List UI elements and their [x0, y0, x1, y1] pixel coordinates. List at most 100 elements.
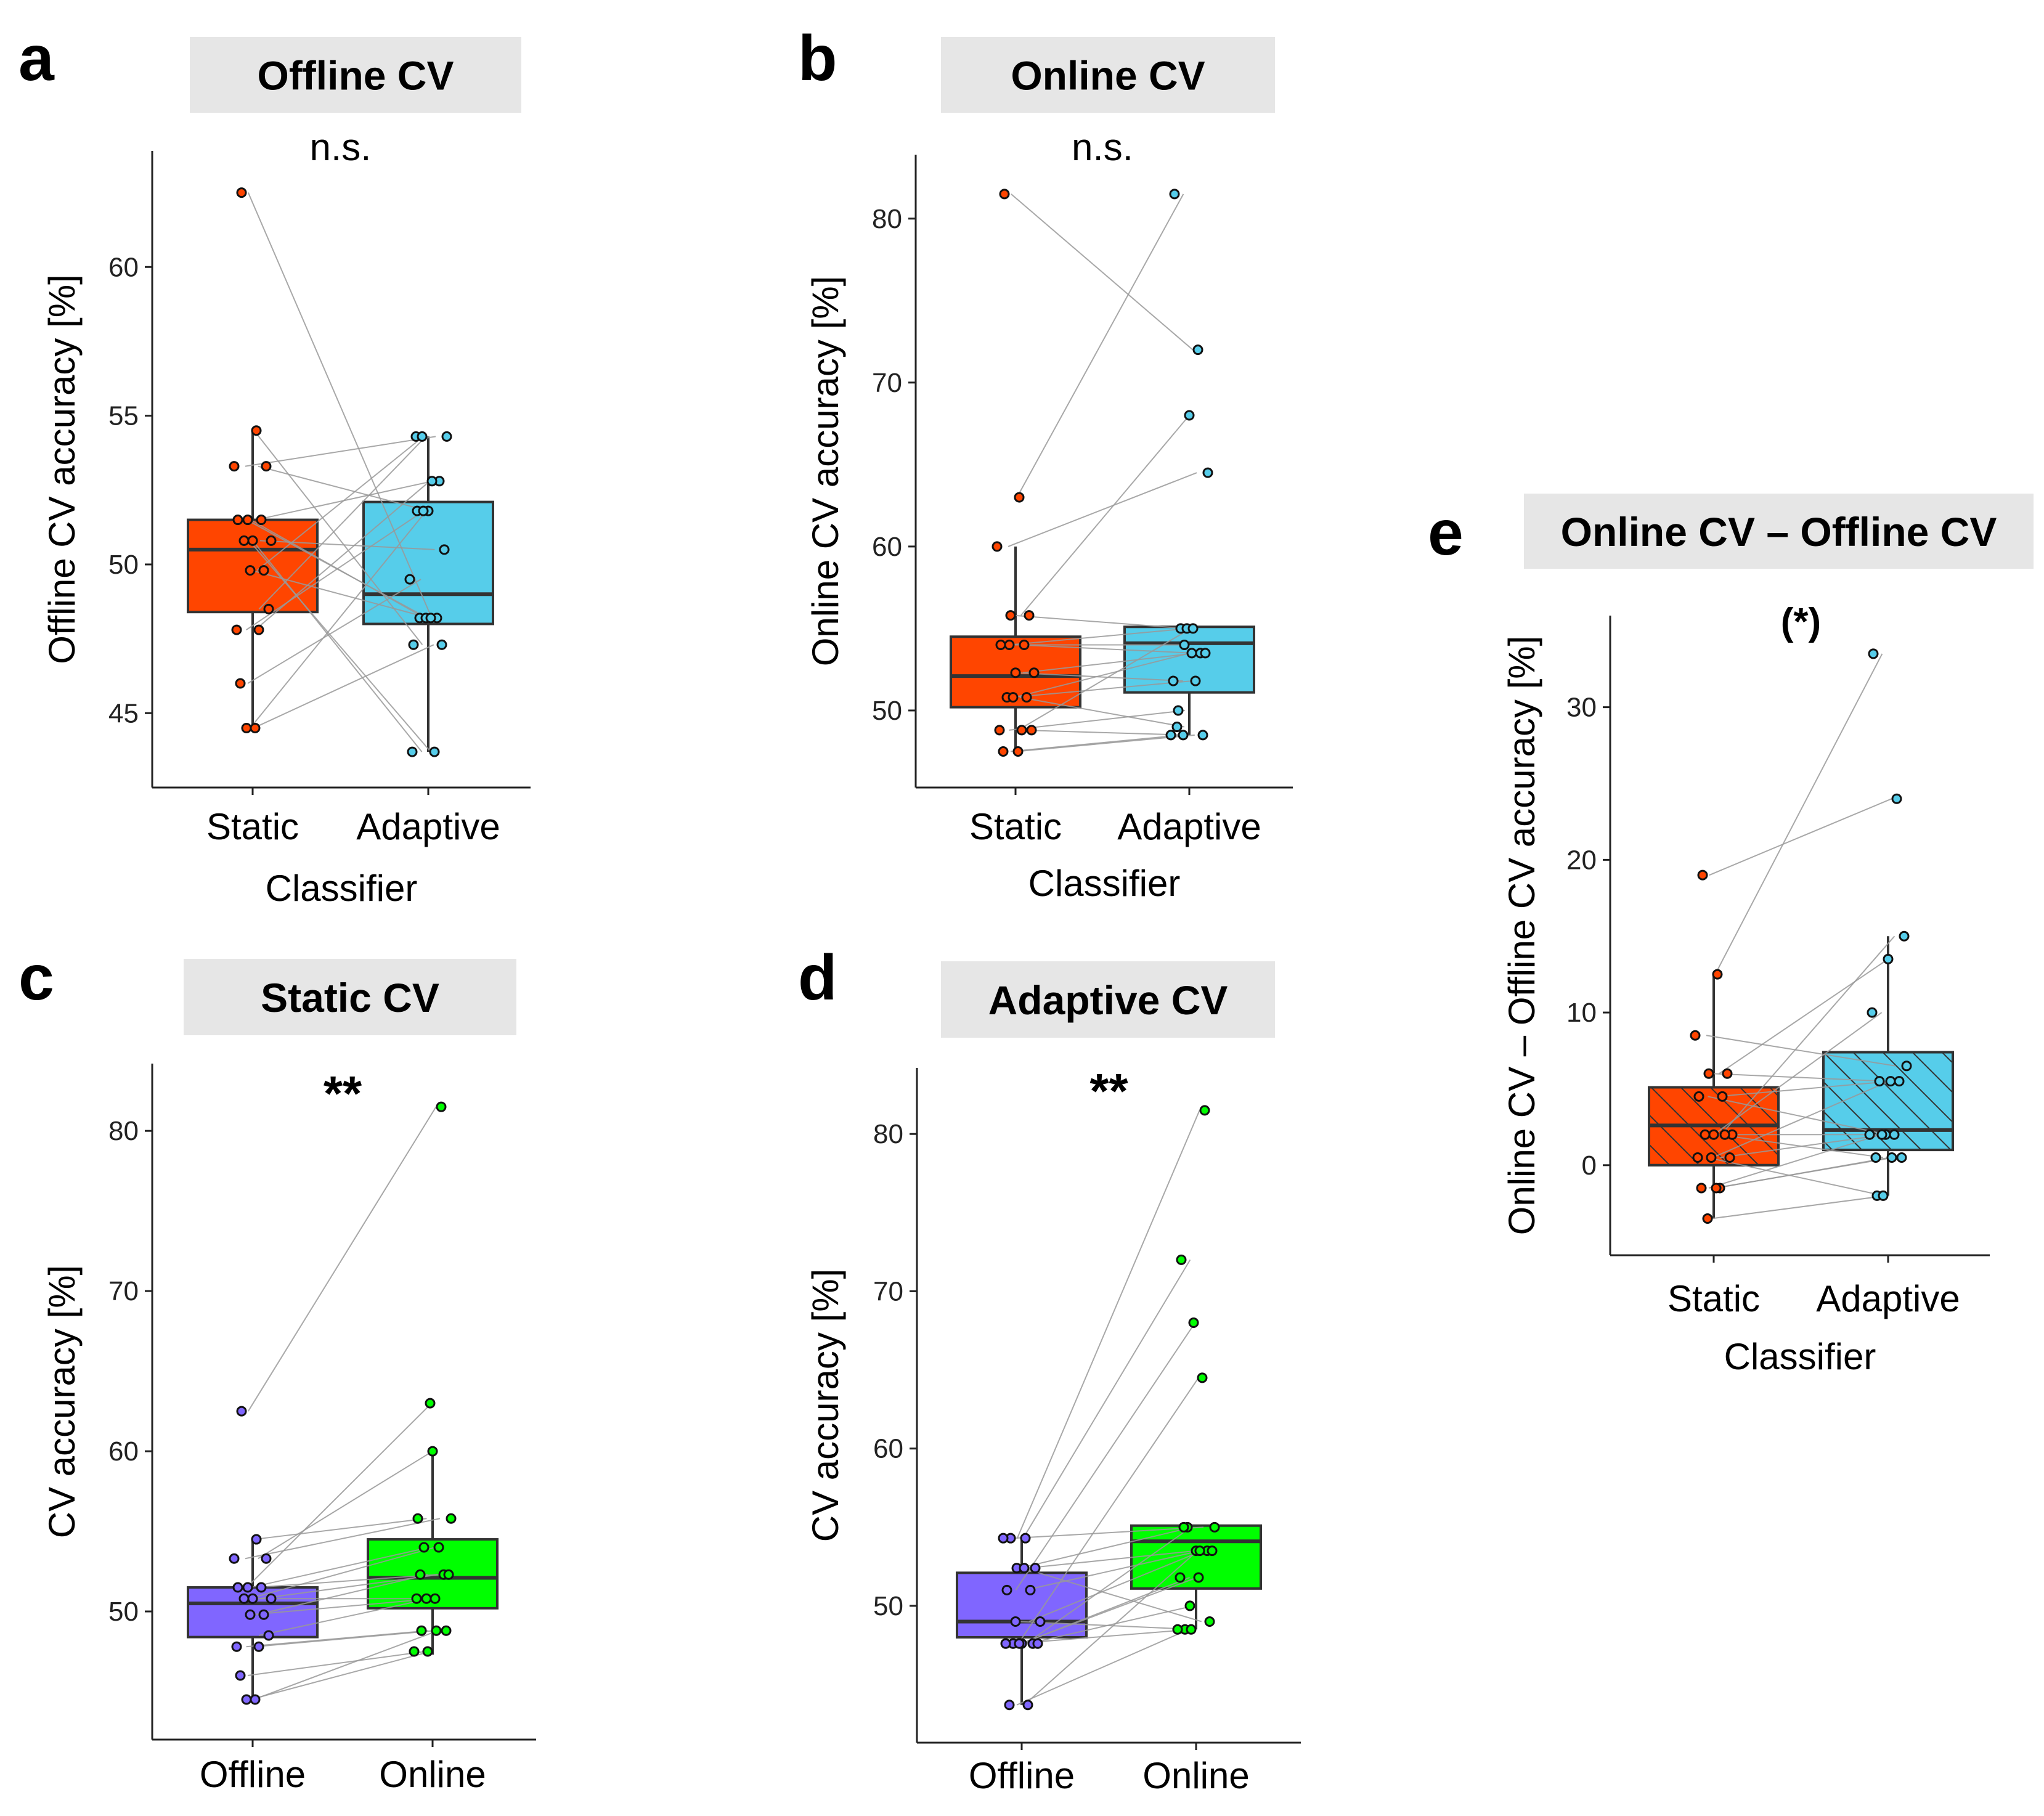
- data-point: [1878, 1190, 1889, 1201]
- y-tick-label: 50: [108, 1597, 139, 1627]
- data-point: [1886, 1152, 1897, 1163]
- data-point: [1708, 1129, 1719, 1140]
- panel-d: d Adaptive CV 50 60 70 80 Offline Online CV accu…: [798, 942, 1301, 1796]
- data-point: [1168, 675, 1179, 686]
- pair-line: [258, 465, 429, 512]
- panel-title-box: [941, 37, 1275, 113]
- pair-line: [1016, 1629, 1189, 1706]
- data-point: [1024, 610, 1035, 621]
- data-point: [1176, 1254, 1187, 1265]
- data-point: [251, 425, 262, 436]
- pair-line: [1015, 672, 1183, 682]
- data-point: [261, 1553, 272, 1564]
- significance-label: (*): [1781, 601, 1821, 643]
- data-point: [1019, 1563, 1030, 1574]
- pair-line: [1019, 1621, 1194, 1631]
- data-point: [1876, 1129, 1887, 1140]
- data-point: [1200, 648, 1211, 659]
- data-point: [250, 722, 261, 733]
- significance-label: **: [1089, 1064, 1128, 1118]
- pair-line: [256, 436, 424, 571]
- pair-line: [1028, 1550, 1203, 1623]
- data-point: [426, 476, 438, 487]
- data-point: [1014, 492, 1025, 503]
- pair-line: [1009, 709, 1185, 731]
- box-adaptive: [1123, 625, 1255, 694]
- pair-line: [247, 1106, 437, 1412]
- pair-line: [1022, 1567, 1202, 1623]
- panel-title-box: [1524, 494, 2034, 569]
- data-point: [1178, 1521, 1189, 1533]
- data-point: [443, 1569, 454, 1580]
- data-point: [1692, 1152, 1703, 1163]
- data-point: [991, 541, 1003, 552]
- data-point: [247, 1593, 258, 1604]
- data-point: [439, 544, 450, 555]
- data-point: [253, 1641, 264, 1652]
- data-point: [1010, 667, 1021, 678]
- y-tick-label: 60: [108, 1436, 139, 1467]
- data-point: [1175, 1572, 1186, 1583]
- data-point: [1000, 1638, 1011, 1649]
- y-tick-label: 70: [873, 1276, 903, 1306]
- pair-line: [250, 1651, 431, 1700]
- pair-line: [247, 192, 433, 619]
- data-point: [433, 1542, 444, 1553]
- data-point: [235, 1670, 246, 1681]
- data-point: [1883, 953, 1894, 964]
- pair-line: [1706, 1035, 1896, 1067]
- pair-line: [1017, 1377, 1199, 1644]
- data-point: [422, 1646, 433, 1657]
- panel-title-box: [941, 961, 1275, 1038]
- data-point: [242, 1582, 253, 1593]
- significance-label: **: [324, 1066, 362, 1121]
- pair-line: [1010, 734, 1183, 752]
- data-point: [1690, 1030, 1701, 1041]
- data-point: [241, 1694, 252, 1705]
- data-point: [232, 1582, 243, 1593]
- data-point: [238, 1593, 250, 1604]
- y-tick-label: 70: [872, 368, 902, 398]
- data-point: [238, 535, 250, 546]
- panel-title: Adaptive CV: [988, 977, 1228, 1023]
- data-point: [1030, 1563, 1041, 1574]
- significance-label: n.s.: [310, 126, 372, 169]
- pair-line: [256, 1574, 438, 1589]
- data-point: [232, 515, 243, 526]
- data-point: [1870, 1152, 1881, 1163]
- data-point: [999, 189, 1010, 200]
- panel-letter: c: [18, 942, 54, 1014]
- data-point: [446, 1513, 457, 1524]
- data-point: [994, 725, 1005, 736]
- data-point: [407, 746, 418, 757]
- panel-title: Online CV: [1011, 53, 1205, 99]
- data-point: [245, 1609, 256, 1620]
- pair-line: [250, 510, 427, 729]
- panel-letter: e: [1428, 497, 1464, 569]
- pair-line: [1022, 652, 1196, 674]
- data-point: [236, 1406, 247, 1417]
- y-axis-title: CV accuracy [%]: [805, 1269, 846, 1542]
- data-point: [1700, 1129, 1711, 1140]
- panel-title: Offline CV: [257, 53, 454, 99]
- pair-line: [1015, 1322, 1196, 1590]
- data-point: [1001, 1584, 1012, 1595]
- pair-line: [250, 1547, 430, 1589]
- data-point: [408, 639, 419, 650]
- data-point: [1010, 1616, 1021, 1627]
- data-point: [1717, 1091, 1728, 1102]
- data-point: [253, 624, 264, 635]
- pair-line: [1016, 1110, 1200, 1539]
- pair-line: [249, 1547, 436, 1600]
- data-point: [251, 1534, 262, 1545]
- pair-line: [246, 510, 425, 630]
- pair-line: [1708, 1134, 1881, 1189]
- x-axis-title: Classifier: [266, 868, 418, 909]
- data-point: [1711, 1183, 1722, 1194]
- pair-line: [256, 1574, 428, 1616]
- data-point: [1885, 1076, 1896, 1087]
- data-point: [247, 535, 258, 546]
- x-tick-label: Online: [1142, 1755, 1249, 1796]
- x-tick-label: Adaptive: [1816, 1278, 1960, 1319]
- data-point: [429, 746, 440, 757]
